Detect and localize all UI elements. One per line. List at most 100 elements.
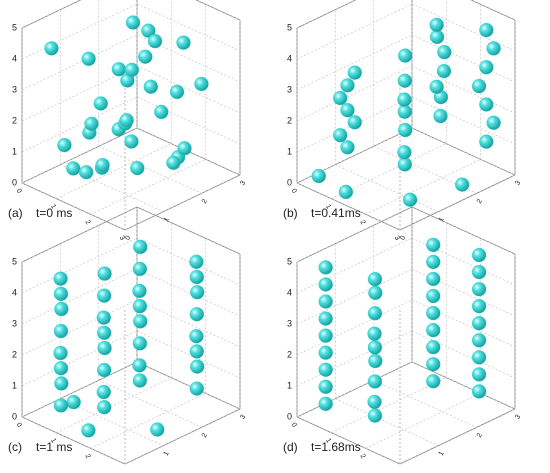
sphere [53, 286, 69, 301]
sphere [141, 23, 156, 38]
grid-line [124, 174, 241, 231]
sphere [367, 326, 382, 341]
grid-line [21, 361, 138, 418]
sphere [426, 305, 441, 321]
sphere [479, 60, 494, 75]
sphere [318, 277, 333, 292]
sphere [81, 51, 96, 66]
sphere [426, 288, 441, 304]
grid-line [56, 143, 172, 199]
sphere [95, 157, 110, 173]
sphere [318, 294, 333, 309]
grid-line [136, 268, 241, 317]
sphere [471, 316, 487, 331]
grid-line [335, 164, 439, 212]
grid-line [124, 408, 241, 465]
grid-line [296, 416, 401, 465]
grid-line [296, 34, 413, 91]
y-tick-label: 3 [239, 414, 247, 421]
sphere [79, 165, 94, 180]
sphere [318, 362, 333, 377]
sphere [479, 22, 494, 38]
x-tick-label: 1 [49, 203, 57, 210]
sphere [124, 62, 139, 78]
y-tick-label: 2 [201, 432, 209, 439]
grid-line [136, 299, 241, 348]
sphere [53, 398, 69, 413]
sphere [367, 306, 383, 321]
sphere [96, 384, 111, 400]
grid-line [136, 330, 241, 379]
sphere [426, 322, 441, 338]
grid-line [60, 398, 164, 446]
sphere [397, 73, 412, 88]
grid-line [136, 237, 241, 286]
sphere [143, 79, 158, 94]
z-tick-label: 1 [287, 146, 292, 156]
y-tick-label: 1 [163, 450, 171, 457]
grid-line [470, 0, 516, 21]
sphere [133, 314, 148, 329]
grid-line [296, 96, 413, 153]
sphere [166, 155, 181, 170]
sphere [132, 373, 148, 388]
sphere [426, 254, 441, 270]
y-tick-label: 0 [124, 235, 132, 242]
sphere [426, 271, 441, 287]
sphere [97, 266, 112, 281]
sphere [340, 140, 355, 155]
y-tick-label: 3 [514, 180, 522, 187]
x-tick-label: 0 [15, 188, 23, 195]
sphere [426, 340, 441, 355]
grid-line [195, 0, 241, 21]
sphere [138, 49, 153, 64]
z-tick-label: 3 [287, 84, 292, 94]
sphere [81, 423, 96, 438]
grid-line [411, 3, 516, 52]
sphere [132, 358, 147, 373]
grid-line [21, 65, 138, 122]
y-tick-label: 0 [399, 235, 407, 242]
grid-line [411, 127, 516, 176]
grid-line [136, 65, 241, 114]
sphere [318, 345, 333, 360]
grid-line [411, 65, 516, 114]
z-tick-label: 1 [287, 380, 292, 390]
grid-line [21, 3, 138, 60]
panel-label: (d) [283, 440, 298, 454]
box-edge [21, 0, 82, 29]
grid-line [90, 393, 206, 449]
sphere [93, 96, 108, 111]
sphere [367, 340, 383, 355]
grid-line [411, 361, 516, 410]
x-tick-label: 2 [83, 453, 91, 460]
sphere [347, 65, 362, 80]
x-tick-label: 1 [324, 203, 332, 210]
sphere [436, 63, 452, 79]
sphere [189, 344, 204, 359]
x-tick-label: 1 [324, 437, 332, 444]
sphere [97, 340, 112, 356]
grid-line [21, 182, 126, 231]
grid-line [335, 398, 439, 446]
sphere [368, 353, 383, 369]
sphere [471, 350, 487, 365]
sphere [433, 108, 448, 124]
sphere [132, 261, 148, 277]
grid-line [296, 206, 413, 263]
grid-line [296, 361, 413, 418]
sphere [147, 34, 163, 49]
sphere [189, 307, 204, 322]
sphere [471, 264, 487, 280]
sphere [398, 122, 413, 138]
sphere [333, 128, 348, 143]
x-tick-label: 3 [118, 235, 126, 242]
sphere [150, 422, 165, 437]
sphere [340, 78, 355, 93]
grid-line [21, 330, 138, 387]
sphere [429, 79, 444, 94]
